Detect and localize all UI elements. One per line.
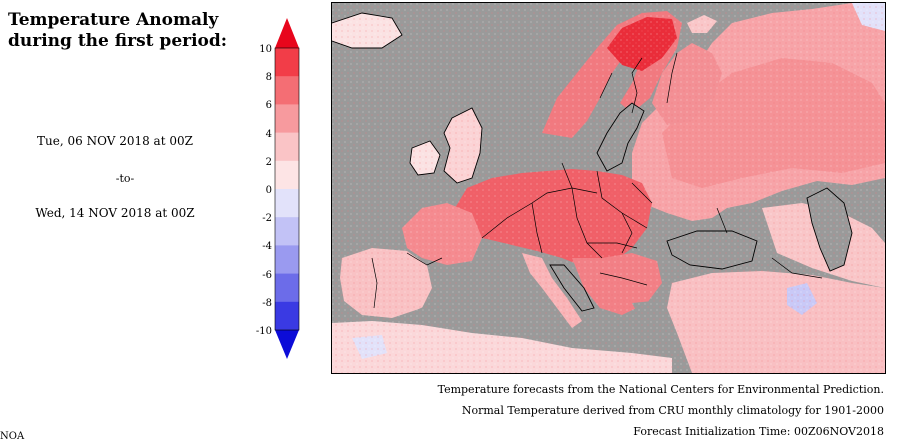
colorbar-tick-label: -2: [262, 213, 272, 225]
period-start: Tue, 06 NOV 2018 at 00Z: [37, 134, 193, 148]
period-separator: -to-: [115, 172, 135, 185]
map-title: Temperature Anomaly during the first per…: [8, 10, 248, 52]
colorbar-band: [275, 104, 299, 134]
colorbar-tick-label: 2: [265, 156, 272, 168]
colorbar-top-arrow: [275, 18, 299, 48]
credit-line-1: Temperature forecasts from the National …: [437, 383, 884, 396]
credit-line-3: Forecast Initialization Time: 00Z06NOV20…: [633, 425, 884, 438]
colorbar-tick-label: -6: [262, 269, 272, 281]
colorbar-band: [275, 245, 299, 275]
colorbar-tick-label: 10: [259, 44, 272, 55]
colorbar-band: [275, 48, 299, 77]
colorbar-band: [275, 273, 299, 303]
colorbar-tick-label: 8: [265, 72, 272, 84]
credit-line-2: Normal Temperature derived from CRU mont…: [461, 404, 884, 417]
colorbar-band: [275, 301, 299, 331]
colorbar-tick-label: -10: [255, 326, 272, 337]
colorbar-tick-label: 0: [265, 185, 272, 196]
colorbar-band: [275, 217, 299, 246]
corner-text: NOA: [0, 431, 25, 442]
colorbar-tick-label: 4: [265, 128, 272, 140]
title-line-2: during the first period:: [8, 31, 228, 51]
land-turkey: [667, 271, 885, 373]
europe-anomaly-map[interactable]: [331, 2, 886, 374]
map-canvas: [332, 3, 885, 373]
colorbar-band: [275, 160, 299, 190]
period-end: Wed, 14 NOV 2018 at 00Z: [35, 206, 195, 220]
colorbar: [274, 18, 300, 359]
colorbar-tick-label: 6: [265, 100, 272, 112]
colorbar-band: [275, 132, 299, 162]
title-line-1: Temperature Anomaly: [8, 10, 219, 30]
colorbar-tick-label: -8: [262, 297, 272, 309]
colorbar-band: [275, 189, 299, 218]
coastlines: [332, 12, 853, 312]
country-borders: [371, 52, 823, 309]
colorbar-band: [275, 76, 299, 105]
colorbar-tick-label: -4: [262, 241, 272, 253]
colorbar-bottom-arrow: [275, 330, 299, 359]
